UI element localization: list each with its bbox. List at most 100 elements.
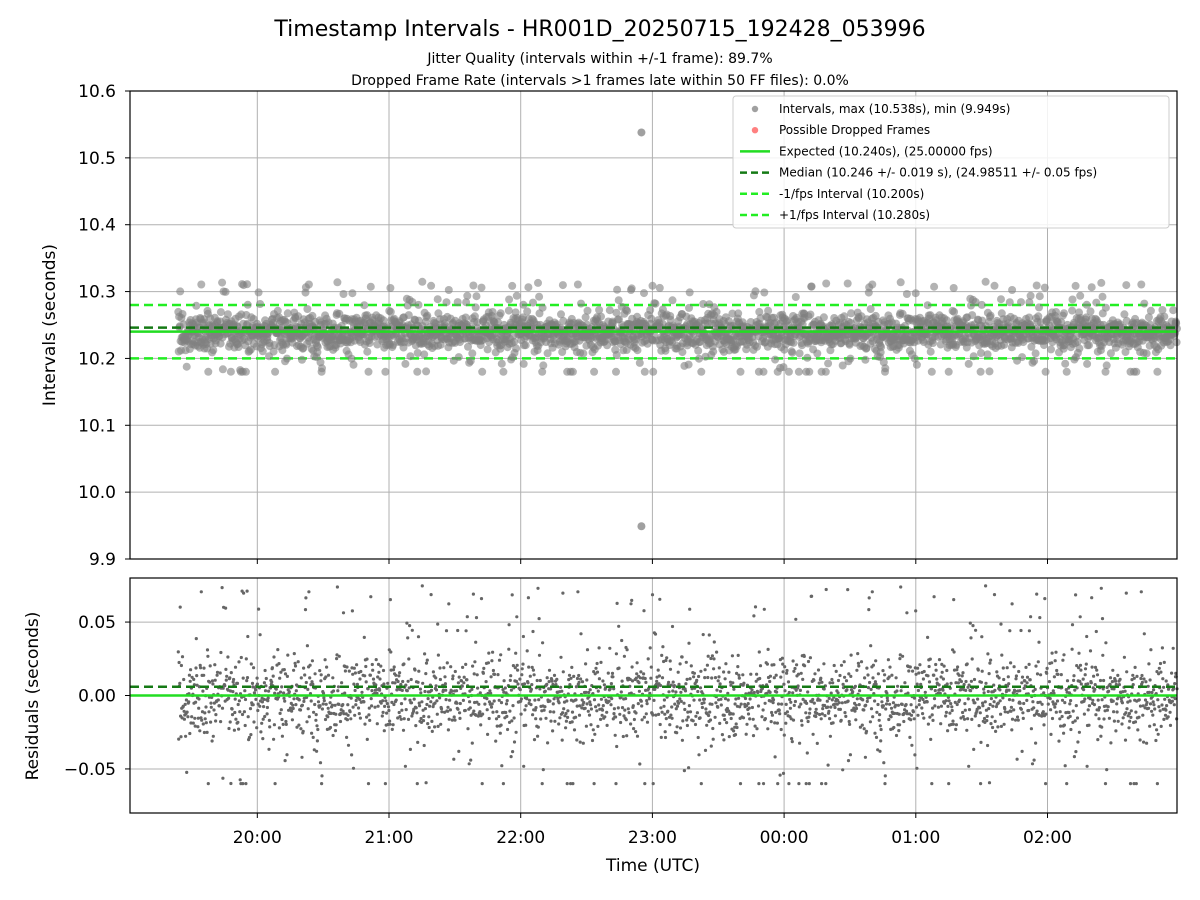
interval-point (640, 289, 648, 298)
residual-point (885, 691, 889, 695)
interval-point (1047, 345, 1055, 354)
residual-point (567, 673, 572, 677)
residual-point (549, 687, 553, 691)
residual-point (525, 649, 529, 653)
residual-point (388, 598, 392, 602)
residual-point (224, 667, 228, 672)
residual-point (249, 662, 253, 666)
residual-point (579, 677, 583, 681)
residual-point (1010, 602, 1014, 606)
residual-point (527, 698, 532, 702)
residual-point (501, 782, 505, 786)
residual-point (593, 672, 597, 676)
interval-point (524, 283, 533, 292)
residual-point (779, 727, 783, 732)
residual-point (495, 710, 499, 714)
residual-point (193, 716, 197, 720)
interval-point (753, 342, 761, 351)
residual-point (547, 668, 552, 672)
interval-point (313, 343, 322, 352)
residual-point (185, 770, 189, 775)
residual-point (796, 684, 800, 688)
residual-point (534, 717, 538, 721)
residual-point (312, 710, 316, 714)
residual-point (639, 699, 643, 703)
residual-point (836, 691, 840, 695)
residual-point (378, 677, 382, 681)
interval-point (234, 343, 243, 351)
residual-point (601, 704, 605, 708)
residual-point (352, 682, 356, 686)
residual-point (371, 677, 376, 681)
residual-point (300, 703, 304, 707)
residual-point (277, 662, 281, 666)
residual-point (680, 655, 684, 659)
residual-point (473, 660, 477, 664)
residual-point (371, 668, 375, 672)
interval-point (1030, 357, 1039, 366)
residual-point (364, 680, 368, 684)
interval-point (822, 279, 831, 288)
residual-point (375, 722, 379, 726)
interval-point (949, 284, 958, 292)
residual-point (445, 661, 449, 665)
residual-point (862, 708, 866, 712)
residual-point (818, 712, 822, 717)
residual-point (620, 706, 625, 710)
residual-point (416, 680, 420, 684)
interval-point (759, 367, 768, 376)
residual-point (198, 663, 202, 668)
residual-point (595, 709, 599, 713)
residual-point (242, 591, 246, 595)
residual-point (214, 713, 218, 717)
residual-point (466, 727, 470, 731)
residual-point (961, 671, 965, 675)
residual-point (659, 735, 663, 740)
residual-point (494, 739, 498, 743)
residual-point (498, 731, 502, 735)
residual-point (670, 716, 674, 720)
residual-point (970, 657, 974, 661)
interval-point (661, 346, 670, 355)
residual-point (722, 670, 726, 674)
residual-point (682, 701, 686, 705)
interval-point (1057, 318, 1066, 327)
residual-point (779, 675, 783, 679)
residual-point (490, 702, 494, 706)
interval-point (930, 282, 939, 291)
residual-point (731, 681, 735, 685)
residual-point (492, 699, 496, 703)
residual-point (1021, 716, 1025, 721)
residual-point (930, 713, 934, 717)
residual-point (205, 648, 210, 652)
residual-point (610, 697, 614, 701)
interval-point (243, 300, 252, 309)
interval-point (877, 343, 886, 352)
residual-point (726, 691, 730, 695)
residual-point (726, 698, 730, 702)
residual-point (209, 701, 213, 705)
residual-point (421, 681, 425, 685)
residual-point (552, 697, 556, 701)
residual-point (337, 702, 341, 707)
interval-point (627, 284, 636, 293)
residual-point (236, 702, 240, 707)
residual-point (383, 704, 387, 709)
residual-point (938, 691, 942, 696)
interval-point (273, 306, 282, 315)
interval-point (1060, 309, 1068, 318)
residual-point (624, 718, 628, 722)
residual-point (939, 675, 943, 679)
interval-point (633, 346, 642, 355)
residual-point (376, 675, 380, 679)
interval-point (685, 288, 694, 297)
interval-point (803, 353, 812, 362)
residual-point (260, 721, 264, 725)
residual-point (1027, 629, 1031, 633)
interval-point (271, 367, 280, 376)
residual-point (446, 705, 450, 709)
residual-point (365, 715, 369, 719)
residual-point (746, 702, 750, 706)
residual-point (508, 709, 512, 713)
